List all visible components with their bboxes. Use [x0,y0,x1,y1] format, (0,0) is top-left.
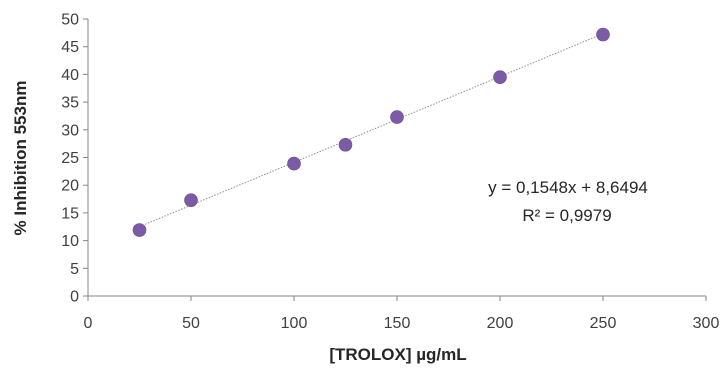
trendline-equation: y = 0,1548x + 8,6494 [488,178,648,197]
x-tick-label: 150 [384,315,411,332]
data-point [132,223,147,237]
trendline [139,33,604,228]
x-tick-label: 250 [590,315,617,332]
data-point [493,70,507,84]
x-tick-label: 0 [84,315,93,332]
y-tick-label: 5 [70,261,79,278]
x-tick-label: 50 [182,315,200,332]
data-point [596,27,610,42]
y-tick-label: 15 [61,205,79,222]
y-tick-label: 45 [61,39,79,56]
x-axis-title: [TROLOX] µg/mL [329,345,466,364]
y-tick-label: 0 [70,289,79,306]
x-axis-ticks: 0 50 100 150 200 250 300 [84,296,720,332]
trendline-group [139,33,604,228]
axes [87,19,706,297]
y-tick-label: 30 [61,122,79,139]
r-squared-label: R² = 0,9979 [522,206,611,225]
y-tick-label: 25 [61,150,79,167]
data-point [287,156,301,171]
data-point [184,193,198,207]
data-point [390,110,404,124]
x-tick-label: 200 [487,315,514,332]
y-tick-label: 20 [61,178,79,195]
y-tick-label: 50 [61,12,79,29]
x-tick-label: 100 [281,315,308,332]
data-points [132,27,610,237]
y-axis-ticks: 0 5 10 15 20 25 30 35 40 45 50 [61,12,88,306]
y-tick-label: 35 [61,95,79,112]
data-point [338,137,353,152]
x-tick-label: 300 [693,315,720,332]
y-tick-label: 10 [61,233,79,250]
y-tick-label: 40 [61,67,79,84]
y-axis-title: % Inhibition 553nm [11,81,30,236]
